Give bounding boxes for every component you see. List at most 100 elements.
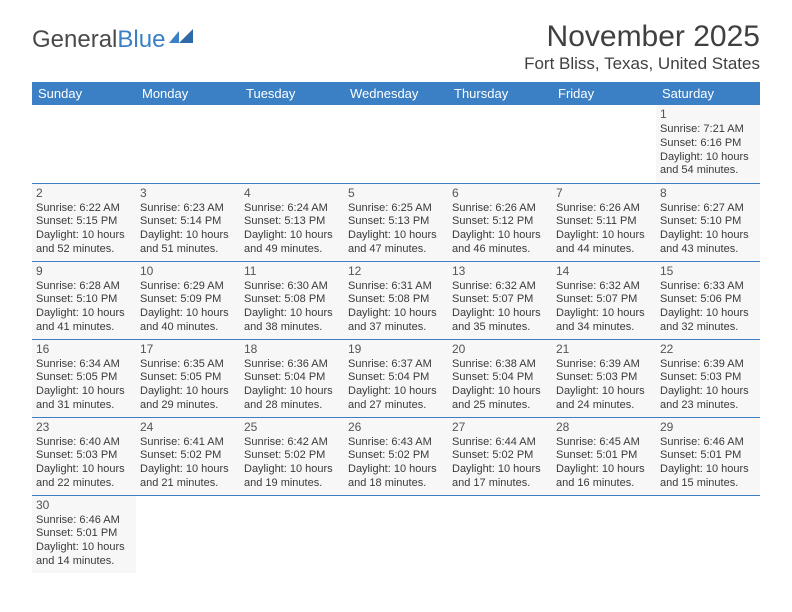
sunrise-text: Sunrise: 6:25 AM bbox=[348, 202, 444, 216]
calendar-cell: 28Sunrise: 6:45 AMSunset: 5:01 PMDayligh… bbox=[552, 417, 656, 495]
sunset-text: Sunset: 5:02 PM bbox=[244, 449, 340, 463]
calendar-cell: 10Sunrise: 6:29 AMSunset: 5:09 PMDayligh… bbox=[136, 261, 240, 339]
day-number: 26 bbox=[348, 420, 444, 435]
sunrise-text: Sunrise: 6:42 AM bbox=[244, 436, 340, 450]
daylight-text: and 40 minutes. bbox=[140, 321, 236, 335]
daylight-text: Daylight: 10 hours bbox=[348, 307, 444, 321]
calendar-cell: 11Sunrise: 6:30 AMSunset: 5:08 PMDayligh… bbox=[240, 261, 344, 339]
day-header: Saturday bbox=[656, 82, 760, 105]
calendar-week: 1Sunrise: 7:21 AMSunset: 6:16 PMDaylight… bbox=[32, 105, 760, 183]
daylight-text: Daylight: 10 hours bbox=[140, 229, 236, 243]
daylight-text: and 41 minutes. bbox=[36, 321, 132, 335]
sunset-text: Sunset: 5:13 PM bbox=[244, 215, 340, 229]
calendar-cell bbox=[240, 495, 344, 573]
day-number: 17 bbox=[140, 342, 236, 357]
calendar-cell: 21Sunrise: 6:39 AMSunset: 5:03 PMDayligh… bbox=[552, 339, 656, 417]
calendar-cell: 19Sunrise: 6:37 AMSunset: 5:04 PMDayligh… bbox=[344, 339, 448, 417]
month-title: November 2025 bbox=[524, 20, 760, 54]
calendar-cell: 14Sunrise: 6:32 AMSunset: 5:07 PMDayligh… bbox=[552, 261, 656, 339]
daylight-text: and 29 minutes. bbox=[140, 399, 236, 413]
calendar-cell: 4Sunrise: 6:24 AMSunset: 5:13 PMDaylight… bbox=[240, 183, 344, 261]
daylight-text: and 31 minutes. bbox=[36, 399, 132, 413]
calendar-cell: 5Sunrise: 6:25 AMSunset: 5:13 PMDaylight… bbox=[344, 183, 448, 261]
daylight-text: Daylight: 10 hours bbox=[244, 463, 340, 477]
calendar-cell bbox=[32, 105, 136, 183]
day-header: Thursday bbox=[448, 82, 552, 105]
daylight-text: Daylight: 10 hours bbox=[348, 385, 444, 399]
sunset-text: Sunset: 5:13 PM bbox=[348, 215, 444, 229]
day-number: 30 bbox=[36, 498, 132, 513]
sunrise-text: Sunrise: 6:30 AM bbox=[244, 280, 340, 294]
calendar-cell: 26Sunrise: 6:43 AMSunset: 5:02 PMDayligh… bbox=[344, 417, 448, 495]
calendar-cell: 1Sunrise: 7:21 AMSunset: 6:16 PMDaylight… bbox=[656, 105, 760, 183]
sunrise-text: Sunrise: 6:34 AM bbox=[36, 358, 132, 372]
daylight-text: Daylight: 10 hours bbox=[556, 307, 652, 321]
daylight-text: Daylight: 10 hours bbox=[660, 385, 756, 399]
day-number: 3 bbox=[140, 186, 236, 201]
day-number: 15 bbox=[660, 264, 756, 279]
day-number: 2 bbox=[36, 186, 132, 201]
daylight-text: and 19 minutes. bbox=[244, 477, 340, 491]
day-number: 24 bbox=[140, 420, 236, 435]
daylight-text: Daylight: 10 hours bbox=[348, 463, 444, 477]
calendar-cell: 8Sunrise: 6:27 AMSunset: 5:10 PMDaylight… bbox=[656, 183, 760, 261]
sunrise-text: Sunrise: 7:21 AM bbox=[660, 123, 756, 137]
calendar-cell: 29Sunrise: 6:46 AMSunset: 5:01 PMDayligh… bbox=[656, 417, 760, 495]
daylight-text: and 44 minutes. bbox=[556, 243, 652, 257]
sunset-text: Sunset: 5:10 PM bbox=[36, 293, 132, 307]
calendar-cell: 2Sunrise: 6:22 AMSunset: 5:15 PMDaylight… bbox=[32, 183, 136, 261]
day-number: 7 bbox=[556, 186, 652, 201]
sunset-text: Sunset: 5:10 PM bbox=[660, 215, 756, 229]
calendar-week: 2Sunrise: 6:22 AMSunset: 5:15 PMDaylight… bbox=[32, 183, 760, 261]
sunrise-text: Sunrise: 6:38 AM bbox=[452, 358, 548, 372]
daylight-text: Daylight: 10 hours bbox=[556, 229, 652, 243]
daylight-text: Daylight: 10 hours bbox=[36, 541, 132, 555]
calendar-week: 30Sunrise: 6:46 AMSunset: 5:01 PMDayligh… bbox=[32, 495, 760, 573]
day-number: 16 bbox=[36, 342, 132, 357]
calendar-cell: 24Sunrise: 6:41 AMSunset: 5:02 PMDayligh… bbox=[136, 417, 240, 495]
calendar-cell: 3Sunrise: 6:23 AMSunset: 5:14 PMDaylight… bbox=[136, 183, 240, 261]
calendar-cell bbox=[552, 495, 656, 573]
sunrise-text: Sunrise: 6:24 AM bbox=[244, 202, 340, 216]
sunrise-text: Sunrise: 6:32 AM bbox=[452, 280, 548, 294]
sunset-text: Sunset: 5:12 PM bbox=[452, 215, 548, 229]
sunrise-text: Sunrise: 6:46 AM bbox=[660, 436, 756, 450]
sunset-text: Sunset: 5:08 PM bbox=[244, 293, 340, 307]
sunset-text: Sunset: 5:03 PM bbox=[660, 371, 756, 385]
day-header: Monday bbox=[136, 82, 240, 105]
sunset-text: Sunset: 5:01 PM bbox=[660, 449, 756, 463]
daylight-text: and 32 minutes. bbox=[660, 321, 756, 335]
daylight-text: Daylight: 10 hours bbox=[244, 307, 340, 321]
daylight-text: and 21 minutes. bbox=[140, 477, 236, 491]
title-block: November 2025 Fort Bliss, Texas, United … bbox=[524, 20, 760, 74]
logo-text-2: Blue bbox=[117, 26, 165, 54]
daylight-text: and 18 minutes. bbox=[348, 477, 444, 491]
day-number: 9 bbox=[36, 264, 132, 279]
daylight-text: Daylight: 10 hours bbox=[348, 229, 444, 243]
sunrise-text: Sunrise: 6:46 AM bbox=[36, 514, 132, 528]
sunrise-text: Sunrise: 6:41 AM bbox=[140, 436, 236, 450]
calendar-cell: 17Sunrise: 6:35 AMSunset: 5:05 PMDayligh… bbox=[136, 339, 240, 417]
daylight-text: and 34 minutes. bbox=[556, 321, 652, 335]
day-number: 6 bbox=[452, 186, 548, 201]
calendar-cell: 13Sunrise: 6:32 AMSunset: 5:07 PMDayligh… bbox=[448, 261, 552, 339]
sunset-text: Sunset: 5:15 PM bbox=[36, 215, 132, 229]
daylight-text: and 27 minutes. bbox=[348, 399, 444, 413]
calendar-cell: 27Sunrise: 6:44 AMSunset: 5:02 PMDayligh… bbox=[448, 417, 552, 495]
daylight-text: and 23 minutes. bbox=[660, 399, 756, 413]
day-number: 21 bbox=[556, 342, 652, 357]
calendar-cell: 25Sunrise: 6:42 AMSunset: 5:02 PMDayligh… bbox=[240, 417, 344, 495]
sunrise-text: Sunrise: 6:37 AM bbox=[348, 358, 444, 372]
sunset-text: Sunset: 5:05 PM bbox=[140, 371, 236, 385]
day-header: Tuesday bbox=[240, 82, 344, 105]
daylight-text: and 54 minutes. bbox=[660, 164, 756, 178]
day-number: 14 bbox=[556, 264, 652, 279]
calendar-cell: 23Sunrise: 6:40 AMSunset: 5:03 PMDayligh… bbox=[32, 417, 136, 495]
day-number: 12 bbox=[348, 264, 444, 279]
sunset-text: Sunset: 5:04 PM bbox=[452, 371, 548, 385]
day-number: 4 bbox=[244, 186, 340, 201]
daylight-text: Daylight: 10 hours bbox=[660, 229, 756, 243]
calendar-cell bbox=[344, 495, 448, 573]
day-number: 25 bbox=[244, 420, 340, 435]
daylight-text: Daylight: 10 hours bbox=[36, 307, 132, 321]
